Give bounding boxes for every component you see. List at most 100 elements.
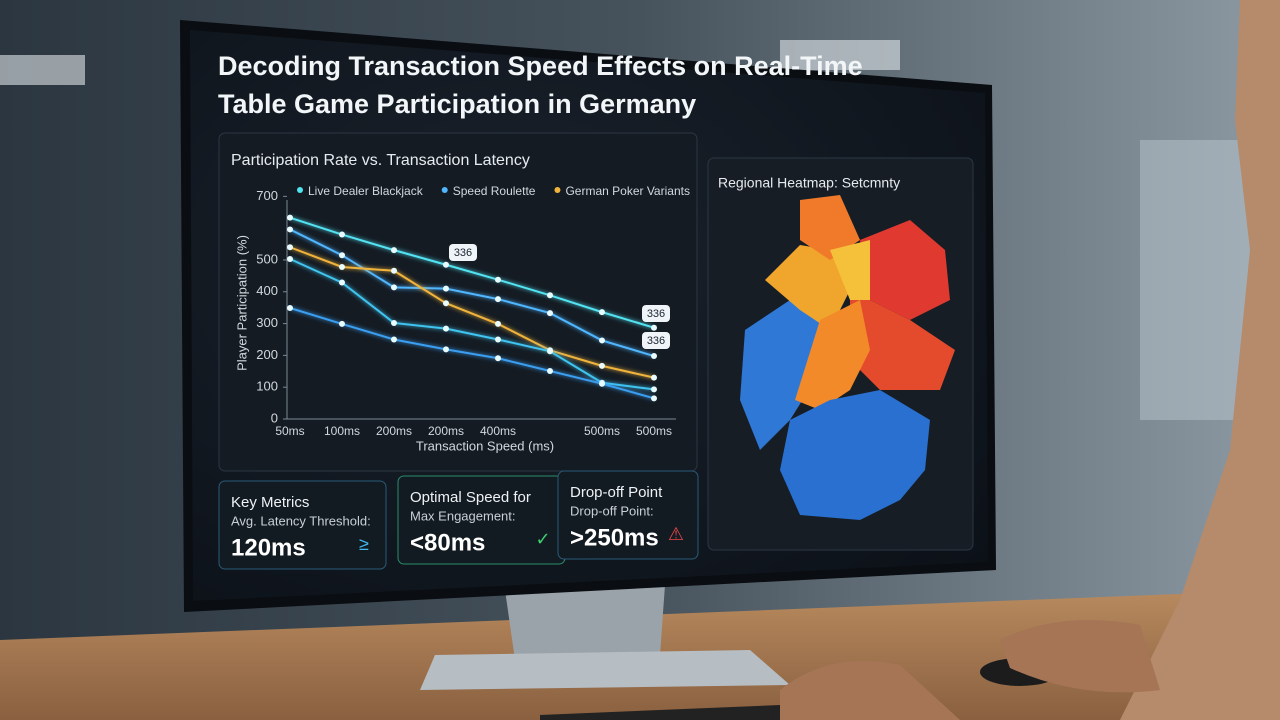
map-region: [860, 220, 950, 320]
series-line: [289, 216, 655, 329]
y-tick-label: 500: [256, 251, 278, 266]
monitor-base: [420, 650, 790, 690]
data-point: [651, 374, 657, 381]
card-value: 120ms: [231, 534, 306, 561]
data-point: [287, 244, 293, 251]
data-point: [339, 263, 345, 270]
card-icon: ✓: [535, 529, 550, 549]
data-point: [495, 336, 501, 343]
map-region: [850, 290, 955, 390]
annotation-box: [449, 244, 477, 261]
data-point: [443, 325, 449, 332]
data-point: [495, 276, 501, 283]
annotation-box: [642, 305, 670, 322]
data-point: [391, 267, 397, 274]
data-point: [651, 395, 657, 402]
map-region: [765, 245, 850, 330]
map-region: [800, 195, 860, 260]
data-point: [599, 337, 605, 344]
metric-card: [557, 470, 699, 560]
map: [740, 195, 955, 520]
y-axis-label: Player Participation (%): [234, 235, 249, 371]
data-point: [443, 346, 449, 353]
cards: Key Metrics Avg. Latency Threshold: 120ms ≥…: [218, 470, 699, 570]
card-value: >250ms: [570, 524, 659, 551]
series-line: [289, 307, 655, 400]
card-subtitle: Avg. Latency Threshold:: [231, 513, 371, 528]
data-point: [391, 336, 397, 343]
hand: [1000, 620, 1160, 693]
data-point: [547, 348, 553, 355]
data-point: [443, 300, 449, 307]
x-tick-label: 500ms: [584, 424, 620, 438]
map-region: [830, 240, 870, 300]
ceiling-light: [780, 40, 900, 70]
legend-marker: [554, 187, 561, 193]
person: [1120, 0, 1280, 720]
monitor-stand: [505, 585, 665, 660]
legend-marker: [441, 187, 448, 193]
annotation: 336: [454, 247, 472, 259]
data-point: [599, 309, 605, 316]
plot: 0 100 200 300 400 500 700 50ms 100ms 200ms 200ms 40…: [256, 184, 690, 438]
data-point: [651, 324, 657, 331]
series-line: [289, 246, 655, 379]
card-title: Key Metrics: [231, 494, 309, 511]
data-point: [495, 296, 501, 303]
data-point: [339, 231, 345, 238]
x-tick-label: 100ms: [324, 424, 360, 438]
map-region: [780, 390, 930, 520]
metric-card: [218, 480, 387, 570]
data-point: [495, 355, 501, 362]
data-point: [443, 285, 449, 292]
annotation: 336: [647, 335, 665, 347]
data-point: [599, 380, 605, 387]
ceiling-light: [0, 55, 85, 85]
legend-label: Live Dealer Blackjack: [308, 184, 424, 198]
y-tick-label: 400: [256, 283, 278, 298]
data-point: [651, 353, 657, 360]
data-point: [339, 279, 345, 286]
y-tick-label: 300: [256, 315, 278, 330]
data-point: [651, 386, 657, 393]
card-subtitle: Drop-off Point:: [570, 503, 654, 518]
map-region: [795, 300, 870, 410]
map-region: [740, 300, 830, 450]
x-tick-label: 500ms: [636, 424, 672, 438]
x-tick-label: 200ms: [428, 424, 464, 438]
legend-label: Speed Roulette: [453, 184, 536, 198]
data-point: [391, 247, 397, 254]
data-point: [391, 284, 397, 291]
data-point: [339, 252, 345, 259]
card-subtitle: Max Engagement:: [410, 508, 516, 523]
data-point: [443, 261, 449, 268]
data-point: [547, 310, 553, 317]
card-title: Optimal Speed for: [410, 489, 531, 506]
data-point: [339, 320, 345, 327]
data-point: [287, 256, 293, 263]
y-tick-label: 700: [256, 188, 278, 203]
y-tick-label: 100: [256, 379, 278, 394]
title: Table Game Participation in Germany: [218, 89, 696, 119]
series-line: [289, 258, 655, 391]
y-tick-label: 0: [271, 410, 278, 425]
legend-marker: [297, 187, 303, 193]
data-point: [599, 362, 605, 369]
series-line: [289, 228, 655, 357]
data-point: [287, 226, 293, 233]
card-title: Drop-off Point: [570, 484, 663, 501]
data-point: [287, 214, 293, 221]
chart-panel: [218, 132, 698, 472]
data-point: [391, 319, 397, 326]
legend-label: German Poker Variants: [565, 184, 690, 198]
x-axis-label: Transaction Speed (ms): [416, 438, 554, 453]
data-point: [547, 292, 553, 299]
x-tick-label: 400ms: [480, 424, 516, 438]
x-tick-label: 200ms: [376, 424, 412, 438]
card-value: <80ms: [410, 529, 485, 556]
hand: [780, 660, 960, 720]
title: Decoding Transaction Speed Effects on Re…: [218, 51, 863, 81]
